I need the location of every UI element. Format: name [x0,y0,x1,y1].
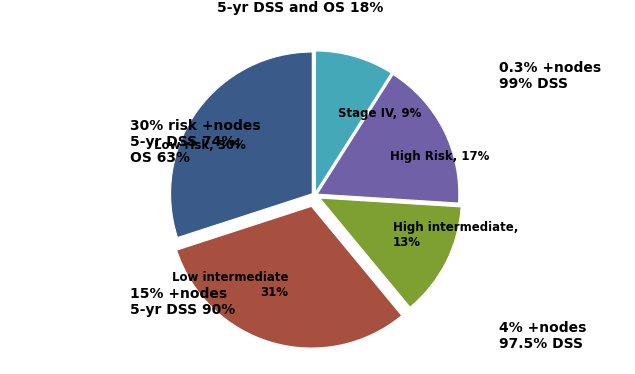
Text: Low risk, 30%: Low risk, 30% [154,139,246,152]
Wedge shape [319,198,461,307]
Text: 15% +nodes
5-yr DSS 90%: 15% +nodes 5-yr DSS 90% [130,286,236,317]
Text: High intermediate,
13%: High intermediate, 13% [393,221,518,249]
Wedge shape [171,52,312,237]
Text: Stage IV, 9%: Stage IV, 9% [338,107,422,120]
Text: 5-yr DSS and OS 18%: 5-yr DSS and OS 18% [217,1,384,15]
Text: 0.3% +nodes
99% DSS: 0.3% +nodes 99% DSS [499,61,601,91]
Wedge shape [316,51,391,193]
Text: High Risk, 17%: High Risk, 17% [391,150,490,163]
Text: Low intermediate
31%: Low intermediate 31% [172,271,288,299]
Text: 4% +nodes
97.5% DSS: 4% +nodes 97.5% DSS [499,321,586,351]
Text: 30% risk +nodes
5-yr DSS 74%;
OS 63%: 30% risk +nodes 5-yr DSS 74%; OS 63% [130,119,261,165]
Wedge shape [177,206,402,348]
Wedge shape [317,74,459,203]
